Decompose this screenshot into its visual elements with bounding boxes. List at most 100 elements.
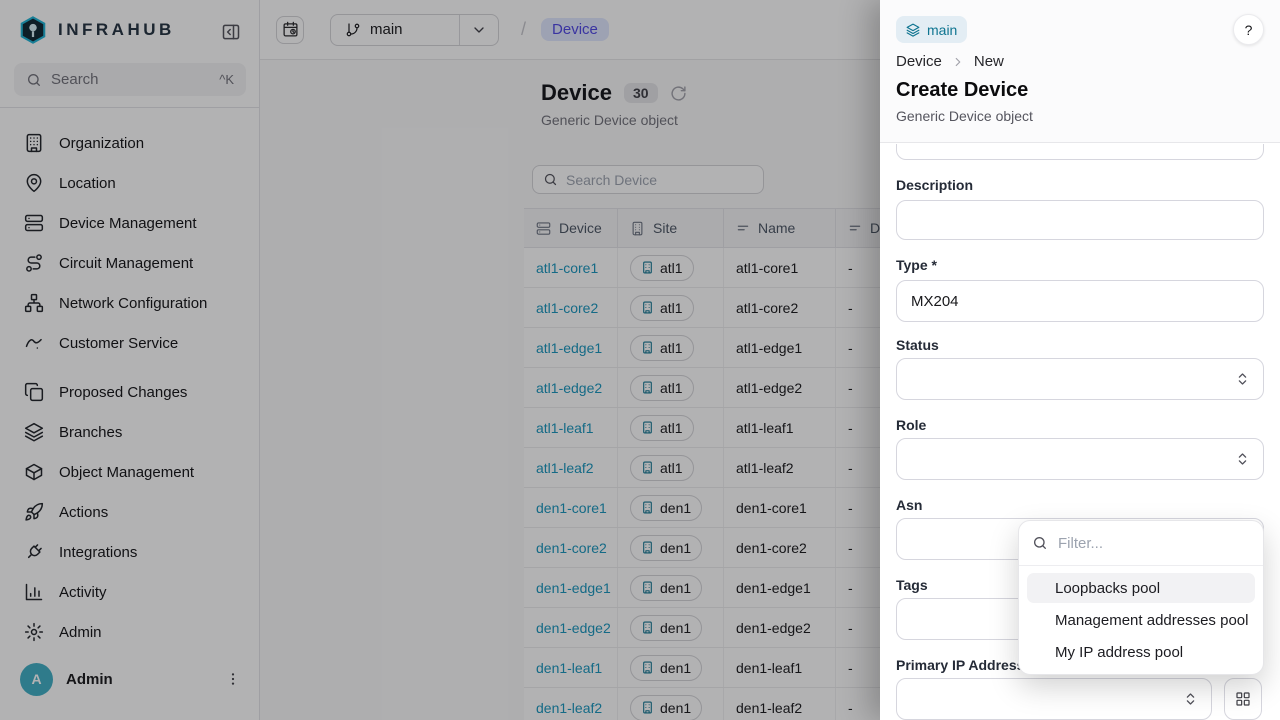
site-badge[interactable]: den1	[630, 574, 703, 601]
sidebar-item-activity[interactable]: Activity	[0, 572, 259, 612]
device-link[interactable]: den1-core1	[536, 499, 607, 516]
site-badge[interactable]: atl1	[630, 374, 694, 401]
infrahub-hexagon-icon	[20, 16, 46, 44]
description-input[interactable]	[896, 200, 1264, 240]
device-link[interactable]: den1-leaf2	[536, 699, 603, 716]
building-icon	[643, 581, 652, 594]
device-link[interactable]: den1-edge2	[536, 619, 611, 636]
bar-chart-icon	[25, 583, 43, 601]
status-select[interactable]	[896, 358, 1264, 400]
site-badge[interactable]: atl1	[630, 294, 694, 321]
server-icon	[536, 221, 551, 235]
name-field-cut[interactable]	[896, 144, 1264, 160]
sidebar-item-circuit-management[interactable]: Circuit Management	[0, 243, 259, 283]
pool-selector-button[interactable]	[1224, 678, 1262, 720]
site-badge[interactable]: den1	[630, 694, 703, 720]
layers-icon	[906, 23, 920, 37]
description-label: Description	[896, 177, 974, 193]
site-name: atl1	[660, 379, 683, 396]
branch-selector[interactable]: main	[330, 13, 499, 46]
count-badge: 30	[623, 83, 658, 103]
user-menu-button[interactable]	[225, 671, 241, 687]
sidebar-item-integrations[interactable]: Integrations	[0, 532, 259, 572]
pool-options: Loopbacks pool Management addresses pool…	[1019, 566, 1263, 674]
sidebar-item-location[interactable]: Location	[0, 163, 259, 203]
time-travel-button[interactable]	[276, 15, 304, 44]
search-label: Search	[51, 71, 99, 88]
site-badge[interactable]: atl1	[630, 454, 694, 481]
drawer-branch-name: main	[927, 21, 958, 38]
site-name: den1	[660, 699, 692, 716]
device-link[interactable]: atl1-leaf1	[536, 419, 594, 436]
building-icon	[643, 341, 652, 354]
site-badge[interactable]: den1	[630, 614, 703, 641]
primary-ip-select[interactable]	[896, 678, 1212, 720]
site-badge[interactable]: atl1	[630, 334, 694, 361]
sidebar: INFRAHUB Search ^K Organization Location…	[0, 0, 260, 720]
sidebar-item-label: Proposed Changes	[59, 383, 188, 401]
site-name: den1	[660, 499, 692, 516]
sidebar-item-proposed-changes[interactable]: Proposed Changes	[0, 372, 259, 412]
sidebar-item-customer-service[interactable]: Customer Service	[0, 323, 259, 363]
sidebar-item-device-management[interactable]: Device Management	[0, 203, 259, 243]
breadcrumb-device[interactable]: Device	[541, 18, 609, 41]
pool-option[interactable]: My IP address pool	[1055, 643, 1184, 661]
pool-option[interactable]: Management addresses pool	[1055, 611, 1249, 629]
pool-filter-input[interactable]: Filter...	[1019, 521, 1263, 566]
sidebar-item-label: Circuit Management	[59, 254, 194, 272]
sidebar-item-actions[interactable]: Actions	[0, 492, 259, 532]
refresh-button[interactable]	[670, 85, 687, 102]
site-badge[interactable]: atl1	[630, 414, 694, 441]
help-button[interactable]: ?	[1233, 14, 1264, 45]
name-cell: den1-core2	[724, 528, 836, 567]
pool-option[interactable]: Loopbacks pool	[1027, 573, 1255, 603]
branch-dropdown-toggle[interactable]	[460, 15, 498, 45]
building-icon	[26, 133, 42, 153]
device-link[interactable]: atl1-leaf2	[536, 459, 594, 476]
role-select[interactable]	[896, 438, 1264, 480]
device-link[interactable]: den1-leaf1	[536, 659, 603, 676]
collapse-sidebar-button[interactable]	[219, 20, 243, 44]
device-link[interactable]: atl1-edge2	[536, 379, 603, 396]
git-branch-icon	[346, 22, 360, 36]
sidebar-item-admin[interactable]: Admin	[0, 612, 259, 652]
role-label: Role	[896, 417, 927, 433]
sidebar-search[interactable]: Search ^K	[14, 63, 246, 96]
site-badge[interactable]: den1	[630, 534, 703, 561]
site-name: atl1	[660, 419, 683, 436]
sidebar-item-network-configuration[interactable]: Network Configuration	[0, 283, 259, 323]
site-name: den1	[660, 659, 692, 676]
chevron-down-icon	[474, 26, 484, 33]
site-badge[interactable]: den1	[630, 654, 703, 681]
logo[interactable]: INFRAHUB	[18, 15, 175, 45]
site-badge[interactable]: atl1	[630, 254, 694, 281]
drawer-title: Create Device	[896, 79, 1029, 101]
search-device-input[interactable]: Search Device	[532, 165, 764, 194]
sidebar-item-branches[interactable]: Branches	[0, 412, 259, 452]
device-link[interactable]: atl1-core1	[536, 259, 599, 276]
device-link[interactable]: atl1-edge1	[536, 339, 603, 356]
sidebar-item-label: Actions	[59, 503, 109, 521]
text-lines-icon	[849, 225, 861, 231]
pool-filter-placeholder: Filter...	[1058, 534, 1104, 552]
divider	[0, 107, 259, 108]
search-icon	[544, 173, 557, 186]
device-link[interactable]: den1-core2	[536, 539, 607, 556]
calendar-clock-icon	[282, 21, 298, 37]
sidebar-item-object-management[interactable]: Object Management	[0, 452, 259, 492]
type-input[interactable]: MX204	[896, 280, 1264, 322]
sidebar-item-organization[interactable]: Organization	[0, 123, 259, 163]
building-icon	[632, 221, 643, 235]
branch-current: main	[331, 15, 459, 45]
site-badge[interactable]: den1	[630, 494, 703, 521]
device-link[interactable]: den1-edge1	[536, 579, 611, 596]
device-link[interactable]: atl1-core2	[536, 299, 599, 316]
page-title: Device	[541, 80, 612, 105]
text-lines-icon	[737, 225, 749, 231]
name-cell: atl1-core1	[724, 248, 836, 287]
chevron-right-icon	[955, 57, 961, 66]
name-cell: den1-leaf2	[724, 688, 836, 720]
search-icon	[1034, 537, 1046, 549]
type-label: Type *	[896, 257, 937, 273]
rocket-icon	[25, 502, 44, 521]
